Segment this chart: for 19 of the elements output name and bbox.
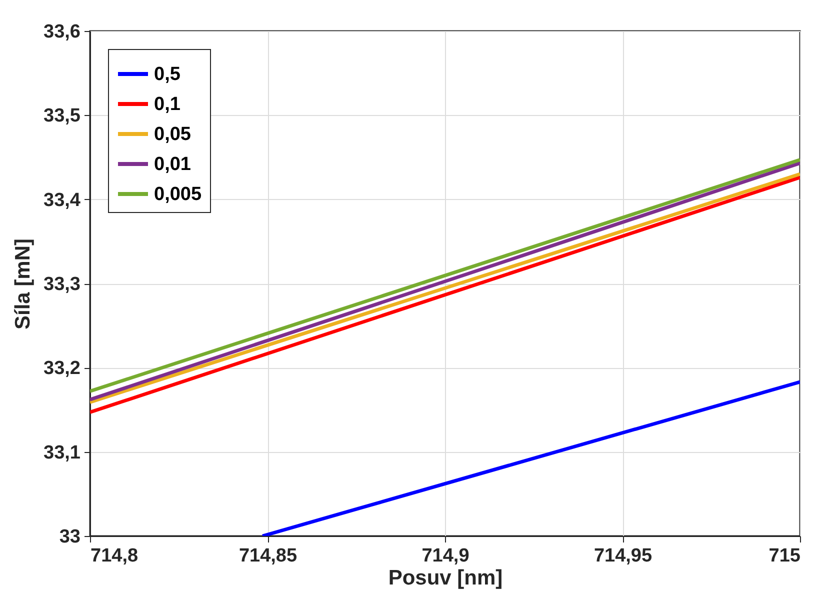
y-tick-label: 33,5: [44, 106, 81, 127]
x-tick-label: 714,85: [238, 546, 298, 566]
y-tick-label: 33,3: [44, 274, 80, 295]
x-tick-label: 714,9: [422, 546, 470, 566]
legend-label: 0,005: [154, 184, 202, 205]
x-tick-label: 714,8: [90, 546, 138, 566]
legend-label: 0,01: [154, 154, 192, 175]
legend-label: 0,05: [154, 124, 192, 145]
y-axis-title: Síla [mN]: [12, 238, 35, 330]
legend-label: 0,1: [154, 94, 181, 115]
y-tick-label: 33,1: [44, 442, 81, 464]
y-tick-label: 33,6: [44, 22, 80, 42]
y-tick-label: 33,2: [44, 358, 80, 380]
x-axis-title: Posuv [nm]: [388, 566, 503, 590]
y-tick-label: 33,4: [44, 190, 81, 211]
y-tick-label: 33: [59, 526, 80, 548]
x-tick-label: 715: [768, 546, 801, 566]
legend-label: 0,5: [154, 64, 181, 85]
x-tick-label: 714,95: [594, 546, 652, 566]
